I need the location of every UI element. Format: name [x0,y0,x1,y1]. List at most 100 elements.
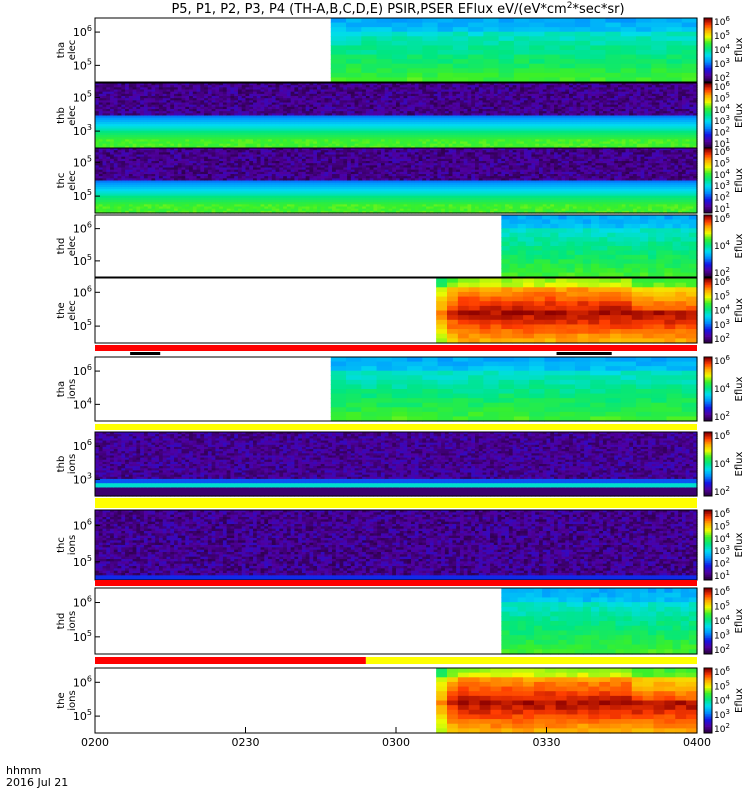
spectrogram-cell [483,27,499,32]
spectrogram-cell [453,68,469,73]
spectrogram-cell [636,45,652,50]
spectrogram-cell [682,45,698,50]
spectrogram-cell [605,36,621,41]
spectrogram-cell [651,68,667,73]
spectrogram-cell [438,18,454,23]
spectrogram-cell [377,23,393,28]
spectrogram-cell [422,27,438,32]
spectrogram-cell [621,59,637,64]
spectrogram-cell [651,73,667,78]
spectrogram-cell [453,36,469,41]
spectrogram-cell [529,41,545,46]
spectrogram-cell [392,18,408,23]
spectrogram-cell [377,32,393,37]
spectrogram-cell [361,68,377,73]
spectrogram-cell [361,36,377,41]
spectrogram-cell [514,41,530,46]
spectrogram-cell [361,41,377,46]
spectrogram-cell [590,23,606,28]
spectrogram-cell [483,32,499,37]
spectrogram-cell [666,55,682,60]
spectrogram-cell [590,41,606,46]
spectrogram-cell [377,45,393,50]
spectrogram-cell [560,73,576,78]
spectrogram-cell [682,36,698,41]
spectrogram-cell [560,27,576,32]
spectrogram-cell [499,64,515,69]
spectrogram-cell [483,23,499,28]
spectrogram-cell [651,64,667,69]
spectrogram-cell [392,55,408,60]
spectrogram-cell [560,23,576,28]
spectrogram-cell [560,68,576,73]
spectrogram-cell [651,55,667,60]
panel-ylabel-species: elec [67,40,78,61]
spectrogram-cell [636,36,652,41]
spectrogram-cell [392,64,408,69]
spectrogram-cell [468,55,484,60]
spectrogram-cell [575,27,591,32]
spectrogram-cell [422,68,438,73]
spectrogram-cell [438,55,454,60]
colorbar-tick-label: 105 [714,29,730,42]
spectrogram-cell [483,59,499,64]
spectrogram-cell [422,55,438,60]
spectrogram-cell [361,73,377,78]
colorbar-tick-label: 103 [714,57,730,70]
spectrogram-cell [682,27,698,32]
spectrogram-cell [331,50,347,55]
spectrogram-cell [422,73,438,78]
spectrogram-cell [560,45,576,50]
spectrogram-cell [514,55,530,60]
spectrogram-cell [499,27,515,32]
spectrogram-cell [453,32,469,37]
spectrogram-cell [331,27,347,32]
spectrogram-cell [468,64,484,69]
spectrogram-cell [605,64,621,69]
spectrogram-cell [575,64,591,69]
spectrogram-cell [575,32,591,37]
spectrogram-cell [468,73,484,78]
spectrogram-cell [621,18,637,23]
spectrogram-cell [377,59,393,64]
spectrogram-cell [605,23,621,28]
spectrogram-cell [575,59,591,64]
y-tick-label: 106 [73,24,92,39]
spectrogram-cell [331,45,347,50]
spectrogram-cell [438,45,454,50]
spectrogram-cell [682,55,698,60]
spectrogram-cell [636,73,652,78]
spectrogram-cell [529,73,545,78]
spectrogram-cell [590,59,606,64]
spectrogram-cell [407,45,423,50]
spectrogram-cell [377,64,393,69]
spectrogram-cell [346,68,362,73]
spectrogram-cell [346,50,362,55]
spectrogram-cell [346,27,362,32]
spectrogram-cell [575,41,591,46]
spectrogram-cell [422,45,438,50]
spectrogram-cell [422,18,438,23]
spectrogram-cell [605,32,621,37]
spectrogram-cell [575,18,591,23]
spectrogram-cell [575,73,591,78]
spectrogram-cell [605,27,621,32]
spectrogram-cell [392,59,408,64]
spectrogram-cell [468,68,484,73]
spectrogram-cell [529,36,545,41]
spectrogram-cell [331,41,347,46]
spectrogram-cell [621,27,637,32]
spectrogram-cell [377,73,393,78]
spectrogram-cell [651,41,667,46]
spectrogram-cell [544,18,560,23]
spectrogram-cell [560,50,576,55]
spectrogram-cell [560,41,576,46]
spectrogram-cell [621,23,637,28]
spectrogram-cell [407,27,423,32]
spectrogram-cell [407,68,423,73]
spectrogram-cell [560,64,576,69]
spectrogram-cell [560,32,576,37]
spectrogram-cell [422,64,438,69]
spectrogram-cell [651,36,667,41]
spectrogram-cell [483,50,499,55]
